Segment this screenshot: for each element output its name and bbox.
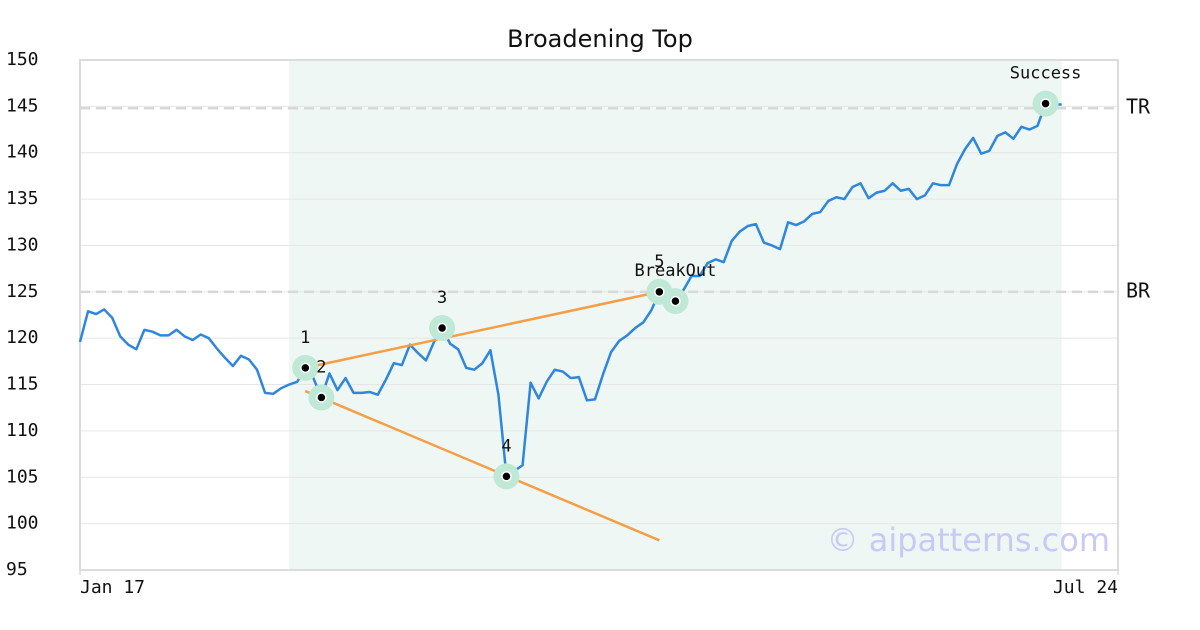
point-label: 1 [300,328,310,348]
plot-frame [79,59,1119,571]
x-tick-label: Jan 17 [80,577,145,598]
point-label: 3 [437,288,447,308]
point-dot [501,471,512,482]
y-tick-label: 95 [6,559,28,580]
y-tick-label: 105 [6,466,39,487]
watermark: © aipatterns.com [827,521,1110,559]
point-dot [300,362,311,374]
highlight-region [289,60,1062,570]
reference-label: BR [1126,278,1151,302]
trendline [305,290,660,370]
chart-title: Broadening Top [507,25,693,53]
trendline [304,389,660,542]
y-tick-label: 135 [6,188,39,209]
x-tick-label: Jul 24 [1053,577,1118,598]
point-dot [316,392,327,403]
point-label: 2 [316,358,326,378]
point-dot [436,322,448,334]
y-tick-label: 115 [6,374,39,395]
price-line [78,102,1062,478]
y-tick-label: 120 [6,327,39,348]
y-tick-label: 100 [6,513,39,534]
point-label: 4 [501,436,511,456]
y-tick-label: 150 [6,49,39,70]
point-label: 5 [654,252,664,272]
reference-label: TR [1126,95,1151,119]
y-tick-label: 145 [6,95,39,116]
y-tick-label: 110 [6,420,39,441]
point-label: Success [1010,64,1082,84]
point-dot [654,286,665,298]
y-tick-label: 130 [6,234,39,255]
y-tick-label: 140 [6,142,39,163]
y-tick-label: 125 [6,281,39,302]
point-label: BreakOut [634,261,716,281]
point-dot [1040,98,1051,109]
point-dot [670,295,681,307]
